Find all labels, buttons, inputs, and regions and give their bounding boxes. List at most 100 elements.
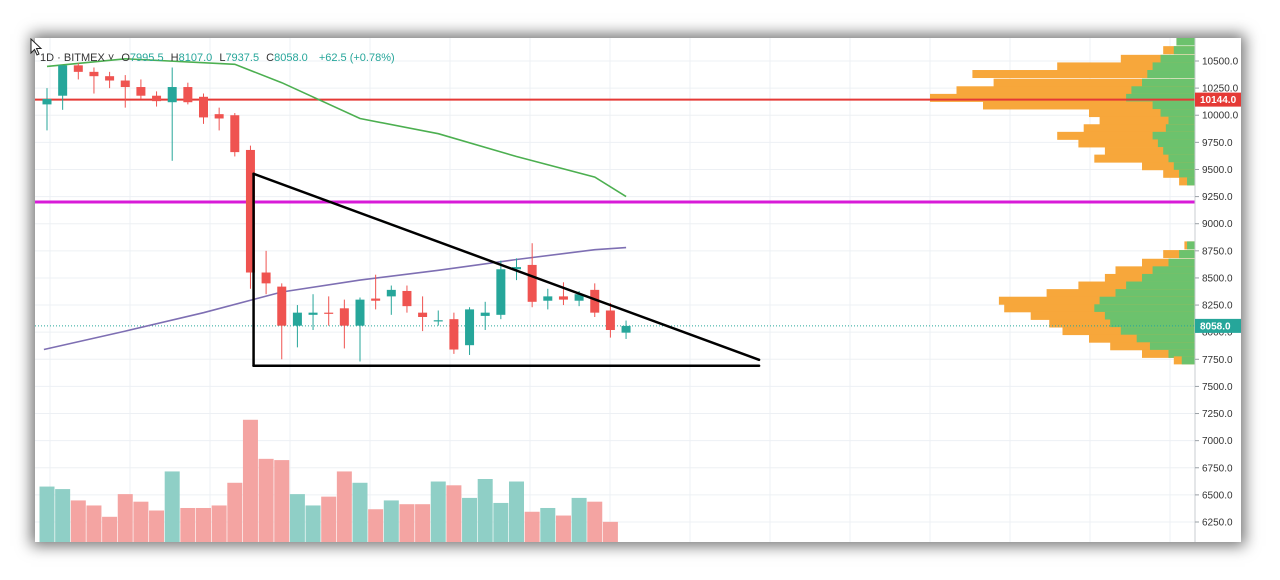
volume-bar <box>86 505 102 542</box>
volume-profile-row-orange <box>972 70 1195 79</box>
candle-body <box>558 296 568 300</box>
candle-body <box>386 289 396 297</box>
volume-bar <box>399 504 415 542</box>
volume-bar <box>352 482 368 542</box>
volume-profile-row-green <box>1168 258 1195 267</box>
volume-profile-row-green <box>1179 169 1195 178</box>
volume-profile-row-orange <box>1089 109 1195 118</box>
candle-body <box>230 115 240 153</box>
volume-profile-row-green <box>1165 124 1195 133</box>
last-price-badge-bg <box>1195 318 1241 333</box>
volume-profile-row-green <box>1152 101 1195 110</box>
candle-body <box>590 289 600 313</box>
volume-bar <box>117 494 133 542</box>
candle-body <box>324 312 334 314</box>
volume-profile-row-green <box>1099 296 1195 305</box>
candle-body <box>261 272 271 284</box>
price-axis[interactable]: 10500.0 10250.0 10000.0 9750.0 9500.0 9250.0 9… <box>1194 38 1241 542</box>
volume-profile-row-green <box>1168 349 1195 358</box>
volume-profile-row-green <box>1157 139 1195 148</box>
price-tick-label: 6250.0 <box>1202 518 1233 529</box>
last-price-badge-text: 8058.0 <box>1200 321 1231 332</box>
volume-bar <box>196 507 211 542</box>
chart-canvas[interactable]: 10500.0 10250.0 10000.0 9750.0 9500.0 9250.0 9… <box>35 38 1241 542</box>
volume-bar <box>258 458 274 542</box>
volume-profile-row-green <box>1163 147 1195 156</box>
candle-body <box>277 286 287 326</box>
volume-profile-row-green <box>1168 154 1195 163</box>
volume-profile-row-green <box>1168 116 1195 125</box>
volume-bars <box>39 419 618 542</box>
triangle-upper-trendline <box>252 172 761 362</box>
volume-bar <box>509 481 524 542</box>
price-tick-label: 10250.0 <box>1202 84 1239 95</box>
candle-body <box>42 98 52 105</box>
candle-body <box>214 114 224 119</box>
volume-profile-row-green <box>1152 131 1195 140</box>
volume-profile-row-green <box>1187 241 1195 250</box>
volume-profile-row-orange <box>1057 131 1195 140</box>
candle-body <box>465 309 475 346</box>
volume-bar <box>70 500 86 542</box>
candle-body <box>480 312 490 316</box>
price-tick-label: 7000.0 <box>1202 436 1233 447</box>
volume-profile-row-green <box>1126 281 1195 290</box>
price-tick-label: 8250.0 <box>1202 301 1233 312</box>
volume-profile-row-green <box>1152 266 1195 275</box>
high-label: H <box>171 52 179 64</box>
candle-body <box>105 76 115 81</box>
moving-averages <box>43 57 627 351</box>
volume-bar <box>305 505 321 542</box>
candle-body <box>292 312 302 326</box>
volume-profile-row-orange <box>1104 147 1195 156</box>
volume-bar <box>446 485 462 542</box>
volume-bar <box>368 509 384 542</box>
price-tick-label: 10500.0 <box>1202 57 1239 68</box>
volume-profile-row-orange <box>1083 124 1195 133</box>
open-value: 7995.5 <box>130 52 164 64</box>
candle-body <box>402 290 412 307</box>
volume-bar <box>602 521 618 542</box>
price-tick-label: 10000.0 <box>1202 111 1239 122</box>
candle-body <box>621 325 631 333</box>
volume-bar <box>289 494 305 542</box>
price-tick-label: 7750.0 <box>1202 355 1233 366</box>
price-tick-label: 8500.0 <box>1202 273 1233 284</box>
candle-body <box>418 312 428 317</box>
volume-profile <box>930 38 1195 365</box>
volume-bar <box>555 515 571 542</box>
price-tick-label: 9250.0 <box>1202 192 1233 203</box>
volume-profile-row-green <box>1104 311 1195 320</box>
low-label: L <box>219 52 225 64</box>
price-tick-label: 6750.0 <box>1202 463 1233 474</box>
ohlc-legend: 1D · BITMEX ˅ O7995.5 H8107.0 L7937.5 C8… <box>40 52 395 64</box>
price-tick-label: 6500.0 <box>1202 490 1233 501</box>
volume-profile-row-green <box>1160 109 1195 118</box>
candle-body <box>136 87 146 96</box>
price-tick-label: 9750.0 <box>1202 138 1233 149</box>
chevron-down-icon[interactable]: ˅ <box>108 52 117 64</box>
interval-label[interactable]: 1D <box>40 52 54 64</box>
grid <box>35 38 1195 542</box>
high-value: 8107.0 <box>179 52 213 64</box>
volume-profile-row-orange <box>1142 162 1195 171</box>
candle-body <box>120 80 130 88</box>
volume-profile-row-green <box>1131 86 1195 95</box>
volume-bar <box>540 507 556 542</box>
volume-profile-row-green <box>1142 78 1195 87</box>
candle-body <box>433 320 443 322</box>
volume-profile-row-green <box>1149 342 1195 351</box>
candle-body <box>245 149 255 273</box>
descending-triangle[interactable] <box>252 172 761 368</box>
volume-profile-row-orange <box>1120 54 1195 63</box>
volume-profile-row-green <box>1120 327 1195 336</box>
volume-profile-row-orange <box>983 101 1195 110</box>
chart-window: 10500.0 10250.0 10000.0 9750.0 9500.0 9250.0 9… <box>35 38 1241 542</box>
volume-bar <box>336 471 352 542</box>
candle-body <box>152 95 162 102</box>
candle-body <box>73 65 83 72</box>
volume-profile-row-green <box>1187 177 1195 186</box>
exchange-label[interactable]: BITMEX <box>64 52 106 64</box>
candle-body <box>89 71 99 77</box>
volume-profile-row-green <box>1173 46 1195 55</box>
